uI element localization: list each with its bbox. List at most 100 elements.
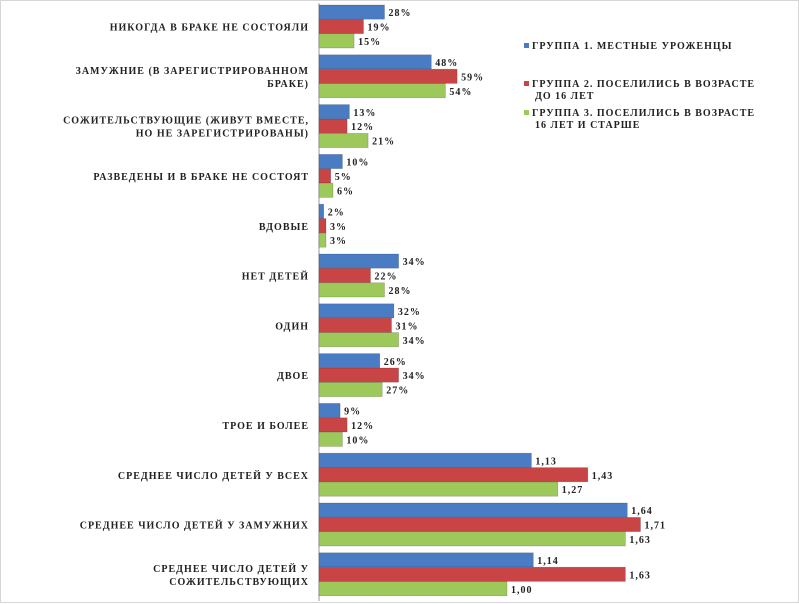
data-label: 31% <box>396 321 419 332</box>
bar <box>318 83 446 99</box>
category-label: СОЖИТЕЛЬСТВУЮЩИЕ (ЖИВУТ ВМЕСТЕ, <box>63 116 309 127</box>
bar <box>318 566 626 582</box>
category-label: ТРОЕ И БОЛЕЕ <box>222 421 309 432</box>
bar <box>318 481 559 497</box>
bar <box>318 581 508 597</box>
bar <box>318 303 395 319</box>
data-label: 32% <box>398 307 421 318</box>
data-label: 59% <box>461 72 484 83</box>
data-label: 28% <box>389 8 412 19</box>
category-group: 1,14 1,63 1,00 СРЕДНЕЕ ЧИСЛО ДЕТЕЙ У СОЖИТЕЛ… <box>153 552 651 597</box>
data-label: 1,64 <box>631 506 653 517</box>
category-label: ОДИН <box>275 321 309 332</box>
category-group: 2% 3% 3% ВДОВЫЕ <box>259 203 347 248</box>
data-label: 3% <box>330 222 347 233</box>
category-label: РАЗВЕДЕНЫ И В БРАКЕ НЕ СОСТОЯТ <box>93 172 309 183</box>
category-label: НИКОГДА В БРАКЕ НЕ СОСТОЯЛИ <box>110 23 309 34</box>
data-label: 13% <box>353 108 376 119</box>
bar <box>318 68 458 84</box>
bars-layer: 28%19%15%НИКОГДА В БРАКЕ НЕ СОСТОЯЛИ48%5… <box>63 4 667 597</box>
data-label: 34% <box>403 336 426 347</box>
data-label: 5% <box>335 172 352 183</box>
bar <box>318 232 327 248</box>
data-label: 10% <box>346 435 369 446</box>
data-label: 54% <box>449 87 472 98</box>
legend-label: ДО 16 ЛЕТ <box>535 91 594 102</box>
bar <box>318 118 348 134</box>
data-label: 3% <box>330 236 347 247</box>
bar <box>318 417 348 433</box>
data-label: 1,71 <box>645 521 667 532</box>
category-group: 34% 22% 28% НЕТ ДЕТЕЙ <box>242 253 426 298</box>
bar <box>318 182 334 198</box>
bar <box>318 282 385 298</box>
category-label: ДВОЕ <box>277 371 309 382</box>
category-group: 48%59% 54% ЗАМУЖНИЕ (В ЗАРЕГИСТРИРОВАННОМ Б… <box>76 54 484 99</box>
legend: ГРУППА 1. МЕСТНЫЕ УРОЖЕНЦЫ ГРУППА 2. ПОСЕ… <box>524 41 755 131</box>
data-label: 1,43 <box>592 471 614 482</box>
category-label: СОЖИТЕЛЬСТВУЮЩИХ <box>169 577 309 588</box>
bar <box>318 19 364 34</box>
bar <box>318 33 355 49</box>
data-label: 12% <box>351 421 374 432</box>
data-label: 1,27 <box>562 485 584 496</box>
bar <box>318 268 371 283</box>
category-label: СРЕДНЕЕ ЧИСЛО ДЕТЕЙ У ВСЕХ <box>118 470 309 482</box>
data-label: 6% <box>337 186 354 197</box>
bar <box>318 133 369 148</box>
legend-item: ГРУППА 1. МЕСТНЫЕ УРОЖЕНЦЫ <box>524 41 732 52</box>
data-label: 22% <box>375 272 398 283</box>
data-label: 1,00 <box>511 585 533 596</box>
bar <box>318 154 343 169</box>
bar <box>318 168 331 184</box>
category-group: 10% 5% 6% РАЗВЕДЕНЫ И В БРАКЕ НЕ СОСТОЯТ <box>93 154 369 198</box>
category-label: БРАКЕ) <box>267 79 309 90</box>
legend-label: ГРУППА 2. ПОСЕЛИЛИСЬ В ВОЗРАСТЕ <box>532 79 755 90</box>
legend-label: ГРУППА 1. МЕСТНЫЕ УРОЖЕНЦЫ <box>532 41 732 52</box>
data-label: 48% <box>435 58 458 69</box>
data-label: 12% <box>351 122 374 133</box>
data-label: 21% <box>372 137 395 148</box>
bar <box>318 218 327 234</box>
category-label: СРЕДНЕЕ ЧИСЛО ДЕТЕЙ У <box>153 563 309 575</box>
data-label: 1,63 <box>629 570 651 581</box>
bar <box>318 382 383 397</box>
data-label: 26% <box>384 357 407 368</box>
bar <box>318 353 381 369</box>
bar <box>318 54 432 70</box>
category-label: НЕТ ДЕТЕЙ <box>242 271 309 283</box>
category-group: 9% 12% 10% ТРОЕ И БОЛЕЕ <box>222 403 374 447</box>
bar <box>318 253 399 269</box>
data-label: 10% <box>346 158 369 169</box>
category-group: 26% 34% 27% ДВОЕ <box>277 353 426 397</box>
category-group: 28% 19% 15% НИКОГДА В БРАКЕ НЕ СОСТОЯЛИ <box>110 4 412 49</box>
category-group: 13% 12% 21% СОЖИТЕЛЬСТВУЮЩИЕ (ЖИВУТ ВМЕСТЕ,… <box>63 104 395 148</box>
data-label: 34% <box>403 257 426 268</box>
category-label: НО НЕ ЗАРЕГИСТРИРОВАНЫ) <box>136 129 309 140</box>
category-group: 1,13 1,43 1,27 СРЕДНЕЕ ЧИСЛО ДЕТЕЙ У ВСЕХ <box>118 452 614 497</box>
data-label: 27% <box>386 386 409 397</box>
data-label: 34% <box>403 371 426 382</box>
data-label: 28% <box>389 286 412 297</box>
legend-label: 16 ЛЕТ И СТАРШЕ <box>535 120 640 131</box>
bar <box>318 104 350 120</box>
data-label: 2% <box>328 207 345 218</box>
bar <box>318 531 626 547</box>
legend-swatch <box>524 43 529 48</box>
bar <box>318 552 534 568</box>
data-label: 15% <box>358 37 381 48</box>
legend-label: ГРУППА 3. ПОСЕЛИЛИСЬ В ВОЗРАСТЕ <box>532 108 755 119</box>
bar <box>318 4 385 20</box>
legend-swatch <box>524 110 529 115</box>
bar <box>318 502 628 518</box>
legend-swatch <box>524 81 529 86</box>
category-label: ЗАМУЖНИЕ (В ЗАРЕГИСТРИРОВАННОМ <box>76 66 309 77</box>
bar <box>318 317 392 333</box>
category-label: СРЕДНЕЕ ЧИСЛО ДЕТЕЙ У ЗАМУЖНИХ <box>80 520 309 532</box>
category-group: 32% 31% 34% ОДИН <box>275 303 426 348</box>
bar <box>318 403 341 418</box>
